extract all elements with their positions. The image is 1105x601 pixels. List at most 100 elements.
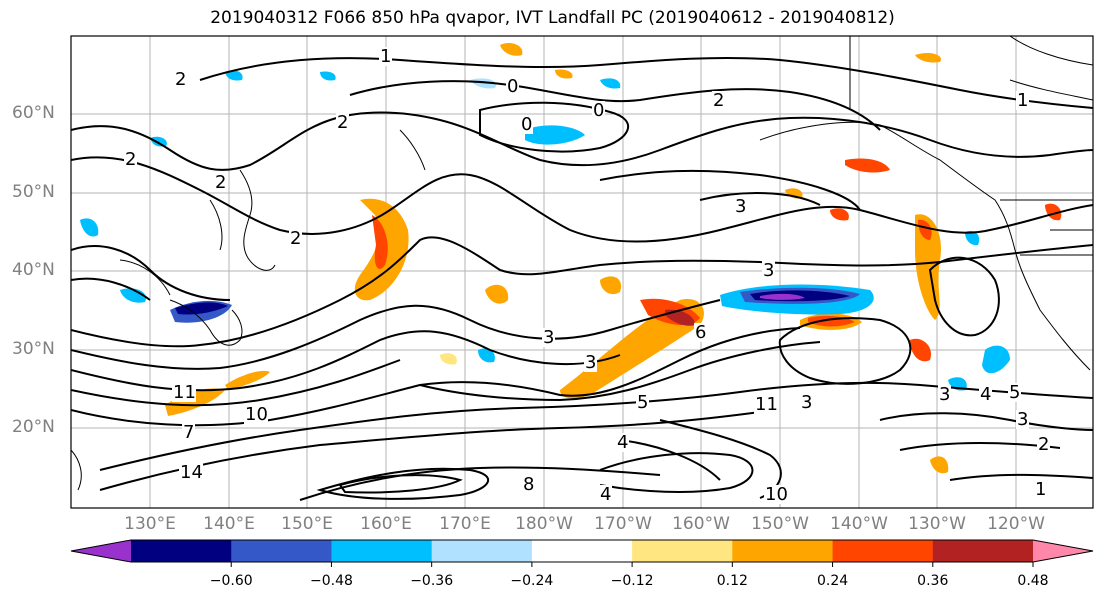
contour-label-bg xyxy=(174,70,187,89)
contour-label-bg xyxy=(694,323,707,342)
colorbar-tick-label: 0.48 xyxy=(1017,573,1049,589)
contour-label: 3 xyxy=(1017,409,1028,430)
contour-label: 3 xyxy=(543,327,554,348)
contour-label-bg xyxy=(764,485,788,504)
contour-line xyxy=(338,474,463,494)
contour-label-bg xyxy=(289,229,302,248)
anomaly-patch xyxy=(930,456,949,474)
colorbar-segment xyxy=(231,540,332,562)
contour-line xyxy=(599,452,754,493)
coastline xyxy=(939,159,1016,251)
latitude-label: 40°N xyxy=(12,260,55,280)
anomaly-patch xyxy=(165,388,225,416)
contour-line xyxy=(778,317,912,385)
contour-line xyxy=(349,80,881,131)
contour-label: 0 xyxy=(521,114,532,135)
latitude-label: 60°N xyxy=(12,103,55,123)
colorbar-segment xyxy=(331,540,433,562)
coastline xyxy=(119,259,171,296)
contour-label: 4 xyxy=(980,384,991,405)
longitude-label: 140°W xyxy=(830,514,888,534)
colorbar xyxy=(70,539,1094,567)
longitude-label: 120°W xyxy=(987,514,1045,534)
anomaly-patch xyxy=(982,345,1010,374)
anomaly-patch xyxy=(600,276,622,295)
contour-label-bg xyxy=(800,393,813,412)
contour-label-bg xyxy=(179,463,203,482)
colorbar-tick-label: −0.48 xyxy=(309,573,353,589)
contour-label-bg xyxy=(1008,383,1021,402)
contour-label: 10 xyxy=(765,484,788,505)
contour-label: 2 xyxy=(713,90,724,111)
colorbar-extend-high xyxy=(1033,540,1093,562)
anomaly-patch xyxy=(665,309,695,326)
anomaly-patch xyxy=(600,78,621,89)
colorbar-tick-label: 0.36 xyxy=(917,573,949,589)
latitude-label: 20°N xyxy=(12,417,55,437)
contour-line xyxy=(879,412,1093,431)
contour-line xyxy=(71,277,151,301)
anomaly-patch xyxy=(845,158,890,173)
coastline xyxy=(209,199,223,251)
contour-label-bg xyxy=(1016,91,1029,110)
contour-label-bg xyxy=(592,101,605,120)
anomaly-patch xyxy=(320,71,336,81)
contour-label: 1 xyxy=(1017,90,1028,111)
contour-line xyxy=(71,327,801,427)
contour-label-bg xyxy=(584,353,597,372)
colorbar-segment xyxy=(531,540,633,562)
longitude-label: 150°W xyxy=(751,514,809,534)
anomaly-patch xyxy=(500,43,523,56)
colorbar-segment xyxy=(732,540,834,562)
longitude-label: 150°E xyxy=(281,514,333,534)
contour-line xyxy=(71,359,401,407)
colorbar-extend-low xyxy=(71,540,131,562)
anomaly-patch xyxy=(440,353,457,365)
contour-line xyxy=(71,236,1093,348)
contour-label-bg xyxy=(172,383,196,402)
colorbar-segment xyxy=(632,540,733,562)
coastline xyxy=(1014,249,1091,371)
colorbar-segment xyxy=(131,540,232,562)
anomaly-patch xyxy=(478,348,495,363)
anomaly-patch xyxy=(560,299,704,399)
contour-label-bg xyxy=(762,261,775,280)
contour-label-bg xyxy=(712,91,725,110)
colorbar-tick-label: −0.36 xyxy=(410,573,454,589)
coastline xyxy=(1009,79,1093,101)
anomaly-patch xyxy=(918,219,932,240)
anomaly-patch xyxy=(965,230,980,246)
ivt-contours xyxy=(71,56,1093,501)
colorbar-segment xyxy=(431,540,533,562)
contour-label: 4 xyxy=(617,432,628,453)
contour-label: 2 xyxy=(215,172,226,193)
contour-line xyxy=(928,256,1000,337)
contour-label: 1 xyxy=(380,46,391,67)
colorbar-segment xyxy=(832,540,934,562)
contour-line xyxy=(71,245,231,301)
contour-label: 10 xyxy=(245,404,268,425)
latitude-label: 50°N xyxy=(12,182,55,202)
contour-label: 0 xyxy=(593,100,604,121)
colorbar-tick-label: −0.24 xyxy=(510,573,554,589)
contour-label: 4 xyxy=(600,484,611,505)
anomaly-patch xyxy=(555,69,573,79)
contour-label-bg xyxy=(1034,480,1047,499)
contour-label-bg xyxy=(124,150,137,169)
contour-label-bg xyxy=(754,395,778,414)
contour-line xyxy=(199,56,1093,109)
contour-label: 5 xyxy=(1009,382,1020,403)
coastlines xyxy=(71,36,1093,491)
anomaly-patch xyxy=(80,218,99,237)
colorbar-tick-label: −0.60 xyxy=(209,573,253,589)
contour-label: 2 xyxy=(1038,434,1049,455)
longitude-label: 170°E xyxy=(439,514,491,534)
longitude-label: 130°E xyxy=(124,514,176,534)
contour-line xyxy=(479,101,630,153)
contour-line xyxy=(419,341,821,402)
contour-label: 8 xyxy=(523,474,534,495)
negative-anomaly-patches xyxy=(80,70,1010,391)
contour-label: 3 xyxy=(735,196,746,217)
